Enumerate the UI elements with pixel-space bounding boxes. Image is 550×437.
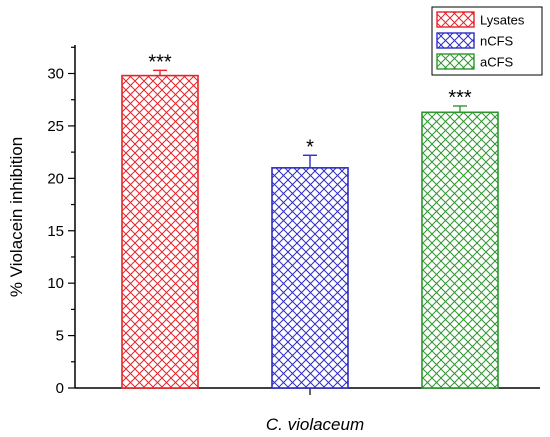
y-axis-ticks: 0 5 10 15 20 25 30: [47, 46, 75, 397]
y-tick-label: 30: [47, 66, 64, 83]
significance-marker: *: [306, 136, 314, 158]
legend: Lysates nCFS aCFS: [431, 6, 543, 76]
legend-label: nCFS: [480, 34, 514, 49]
legend-swatch: [436, 32, 475, 49]
significance-markers: *******: [148, 51, 472, 158]
legend-label: aCFS: [480, 55, 514, 70]
legend-swatch: [436, 11, 475, 28]
bar-acfs: [421, 111, 499, 389]
bar-ncfs: [271, 167, 349, 389]
y-tick-label: 15: [47, 223, 64, 240]
y-tick-label: 10: [47, 275, 64, 292]
bar-series: [121, 74, 499, 389]
y-tick-label: 20: [47, 170, 64, 187]
significance-marker: ***: [148, 51, 172, 73]
x-axis-title: C. violaceum: [266, 415, 364, 434]
y-tick-label: 5: [56, 328, 64, 345]
error-bars: [153, 69, 467, 168]
significance-marker: ***: [448, 87, 472, 109]
legend-label: Lysates: [480, 13, 525, 28]
bar-lysates: [121, 74, 199, 389]
legend-swatch: [436, 53, 475, 70]
y-axis-title: % Violacein inhibition: [7, 137, 26, 297]
y-tick-label: 25: [47, 118, 64, 135]
y-tick-label: 0: [56, 380, 64, 397]
